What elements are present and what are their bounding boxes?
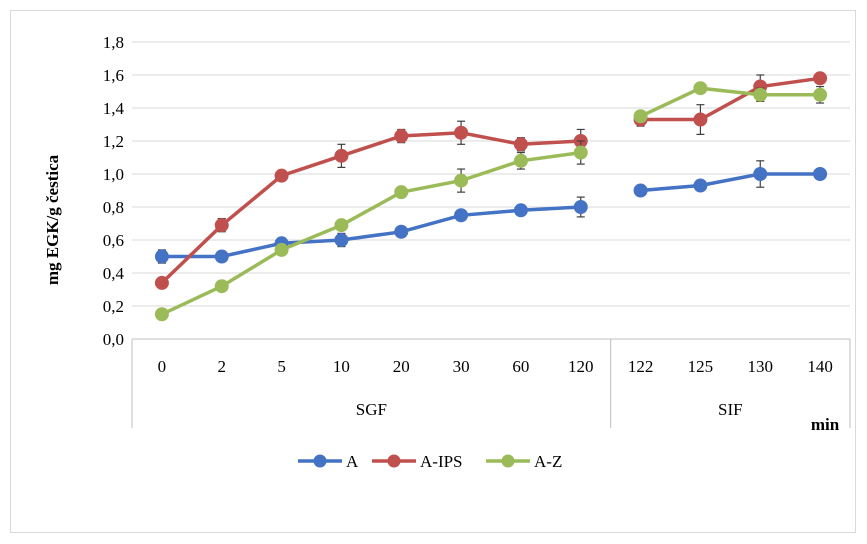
data-point — [513, 153, 528, 168]
legend-item: A-IPS — [372, 452, 463, 471]
data-point — [214, 279, 229, 294]
x-tick-label: 122 — [628, 357, 654, 376]
legend-marker — [387, 454, 401, 468]
y-tick-label: 1,8 — [103, 33, 124, 52]
x-group-label: SGF — [356, 400, 387, 419]
data-point — [274, 242, 289, 257]
data-point — [334, 233, 349, 247]
y-tick-label: 0,2 — [103, 297, 124, 316]
data-point — [513, 203, 528, 218]
series-line — [639, 86, 821, 118]
legend-item: A-Z — [486, 452, 562, 471]
x-tick-label: 20 — [393, 357, 410, 376]
y-tick-label: 1,2 — [103, 132, 124, 151]
data-point — [693, 178, 708, 193]
series-layer — [154, 71, 828, 322]
series-line — [161, 150, 582, 316]
data-point — [154, 275, 169, 290]
data-point — [454, 125, 469, 140]
series-line — [640, 172, 821, 193]
data-point — [154, 249, 169, 264]
x-tick-label: 120 — [568, 357, 594, 376]
x-axis: 0 2 5 10 20 30 60 120 122 125 130 140 SGF SIF — [131, 338, 851, 428]
y-tick-label: 1,4 — [103, 99, 125, 118]
chart-frame — [10, 10, 856, 533]
x-tick-label: 130 — [748, 357, 774, 376]
legend-label: A — [346, 452, 359, 471]
data-point — [633, 183, 648, 198]
series-a — [154, 160, 828, 264]
data-point — [454, 173, 469, 188]
data-point — [813, 71, 828, 86]
y-tick-label: 0,0 — [103, 330, 124, 349]
x-axis-unit-label: min — [811, 415, 840, 434]
data-point — [334, 218, 349, 233]
y-tick-label: 0,4 — [103, 264, 125, 283]
x-tick-label: 30 — [453, 357, 470, 376]
data-point — [154, 307, 169, 322]
x-tick-label: 5 — [277, 357, 286, 376]
x-tick-label: 60 — [512, 357, 529, 376]
series-line — [640, 76, 821, 122]
data-point — [753, 167, 768, 181]
data-point — [573, 145, 588, 160]
series-line — [160, 131, 581, 285]
y-axis-ticks: 0,0 0,2 0,4 0,6 0,8 1,0 1,2 1,4 1,6 1,8 — [103, 33, 125, 349]
data-point — [214, 249, 229, 264]
y-tick-label: 1,0 — [103, 165, 124, 184]
legend-label: A-Z — [534, 452, 562, 471]
data-point — [274, 168, 289, 183]
legend-item: A — [298, 452, 359, 471]
y-axis-label: mg EGK/g čestica — [43, 154, 62, 285]
x-tick-label: 125 — [688, 357, 714, 376]
legend: A A-IPS A-Z — [298, 452, 562, 471]
y-tick-label: 0,6 — [103, 231, 124, 250]
legend-label: A-IPS — [420, 452, 463, 471]
series-a-z — [154, 81, 828, 322]
data-point — [633, 109, 648, 124]
data-point — [813, 87, 828, 102]
data-point — [214, 218, 229, 233]
x-tick-label: 2 — [218, 357, 227, 376]
legend-marker — [313, 454, 327, 468]
y-tick-label: 1,6 — [103, 66, 124, 85]
x-tick-label: 140 — [807, 357, 833, 376]
x-tick-label: 10 — [333, 357, 350, 376]
x-group-label: SIF — [718, 400, 743, 419]
data-point — [753, 87, 768, 102]
gridlines — [132, 41, 850, 340]
data-point — [513, 137, 528, 152]
data-point — [693, 81, 708, 96]
data-point — [394, 185, 409, 200]
data-point — [573, 200, 588, 214]
data-point — [394, 129, 409, 144]
x-tick-label: 0 — [158, 357, 167, 376]
series-line — [161, 205, 581, 259]
series-a-ips — [154, 71, 828, 290]
data-point — [454, 208, 469, 223]
legend-marker — [501, 454, 515, 468]
y-tick-label: 0,8 — [103, 198, 124, 217]
data-point — [693, 112, 708, 127]
data-point — [394, 224, 409, 239]
data-point — [334, 148, 349, 163]
data-point — [813, 167, 828, 181]
